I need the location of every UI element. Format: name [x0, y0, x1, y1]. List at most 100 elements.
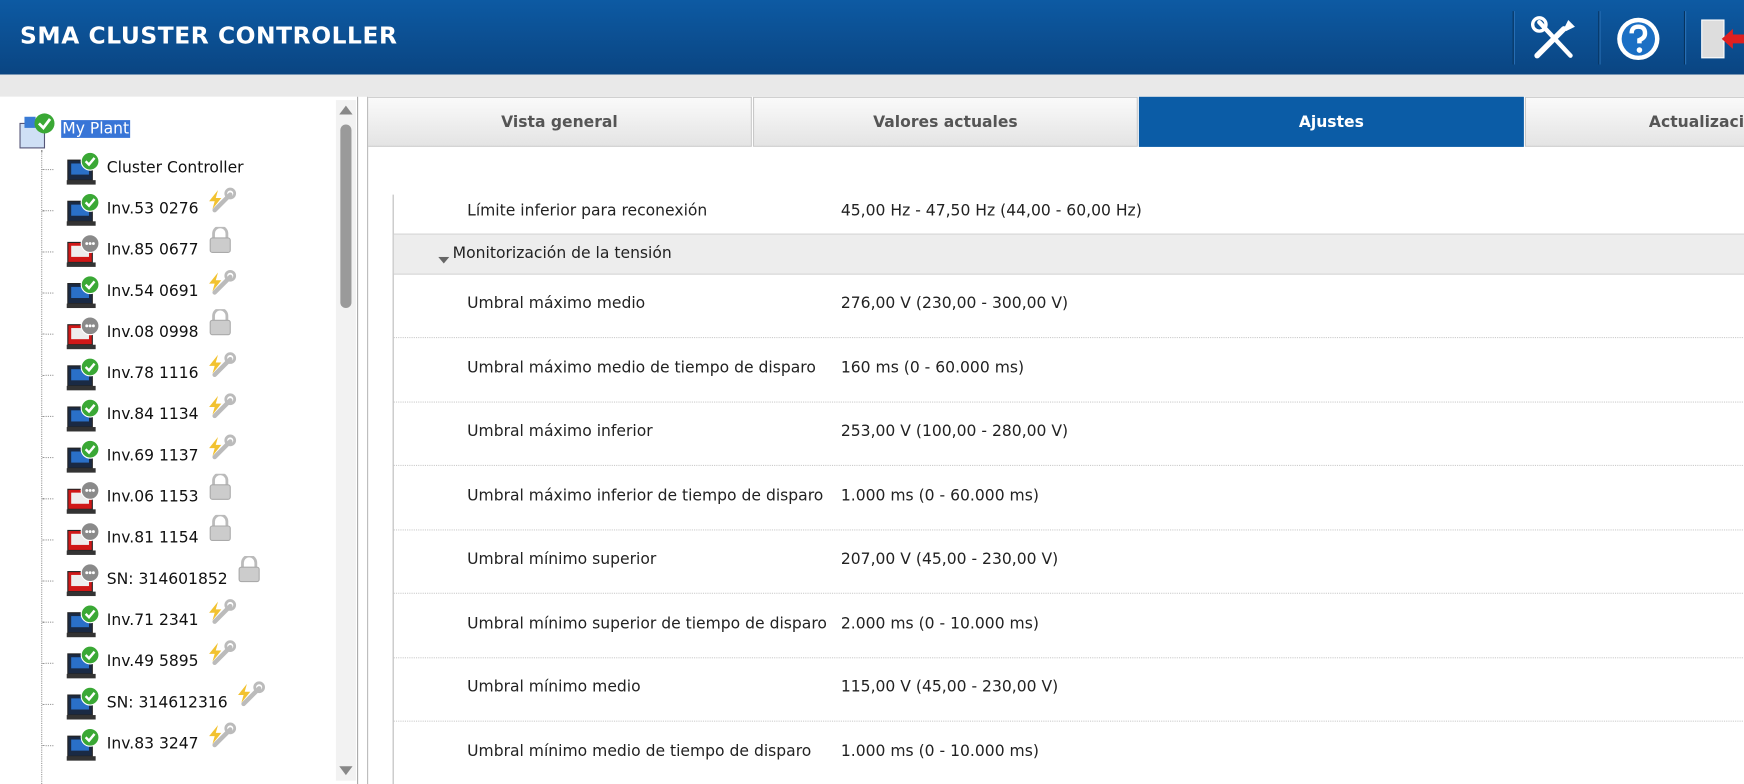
scroll-thumb[interactable] [340, 124, 352, 309]
lock-badge-graphic [238, 554, 260, 583]
row-separator [393, 720, 1744, 722]
device-icon-graphic [66, 480, 100, 514]
device-icon [65, 234, 103, 270]
lock-badge [208, 472, 232, 501]
tree-node-label[interactable]: Inv.85 0677 [106, 241, 199, 260]
tree-branch [42, 169, 54, 171]
tree-branch [42, 745, 54, 747]
scroll-up[interactable] [339, 105, 353, 116]
tree-node-label[interactable]: Inv.08 0998 [106, 323, 199, 342]
maintenance-badge-graphic [209, 187, 237, 213]
device-icon-graphic [66, 275, 100, 309]
help-button[interactable] [1615, 16, 1662, 63]
maintenance-badge [206, 597, 237, 626]
maintenance-badge-graphic [209, 269, 237, 295]
device-icon-graphic [66, 604, 100, 638]
device-icon [65, 357, 103, 393]
tree-node-label[interactable]: Inv.69 1137 [106, 447, 199, 465]
tree-branch [42, 251, 54, 253]
settings-button[interactable] [1530, 16, 1577, 63]
device-icon-graphic [66, 727, 100, 761]
tree-branch [42, 333, 54, 335]
maintenance-badge-graphic [238, 681, 265, 707]
maintenance-badge-graphic [209, 352, 237, 377]
device-icon-graphic [66, 357, 100, 391]
maintenance-badge-graphic [209, 722, 237, 748]
setting-label: Umbral máximo medio de tiempo de disparo [467, 358, 816, 377]
device-icon [65, 604, 103, 640]
scrollbar[interactable] [335, 100, 356, 781]
tree-node-label[interactable]: Inv.53 0276 [106, 200, 199, 218]
tree-node-label[interactable]: SN: 314612316 [106, 693, 228, 712]
tree-branch [42, 580, 54, 582]
setting-value: 2.000 ms (0 - 10.000 ms) [840, 614, 1039, 633]
plant-icon-graphic [19, 113, 55, 149]
maintenance-badge-graphic [209, 599, 237, 624]
row-separator [393, 336, 1744, 339]
plant-icon [18, 112, 56, 150]
tree-branch [42, 703, 54, 706]
tree-branch [42, 292, 54, 294]
lock-badge [208, 225, 232, 254]
setting-label: Umbral máximo inferior [467, 422, 653, 441]
header: SMA CLUSTER CONTROLLER [0, 0, 1744, 76]
tree-node-label[interactable]: Inv.49 5895 [106, 652, 199, 671]
device-icon [65, 398, 103, 434]
device-icon [65, 192, 103, 228]
tree-node-label[interactable]: Inv.81 1154 [106, 529, 199, 548]
row-separator [393, 400, 1744, 403]
tree-branch [42, 415, 54, 418]
tree-branch [42, 210, 54, 212]
tree-node-label[interactable]: Inv.84 1134 [106, 405, 199, 424]
lock-badge-graphic [209, 513, 231, 542]
content-border [392, 194, 394, 784]
device-icon [65, 151, 103, 187]
device-icon-graphic [66, 192, 100, 226]
tree-root-label[interactable]: My Plant [61, 120, 131, 138]
lock-badge [237, 554, 261, 583]
device-icon-graphic [66, 439, 100, 473]
maintenance-badge-graphic [209, 434, 237, 460]
tree-branch [42, 621, 54, 623]
device-icon [65, 522, 103, 558]
maintenance-badge [206, 268, 237, 297]
maintenance-badge [206, 433, 237, 462]
scroll-down[interactable] [339, 765, 353, 776]
tree-node-label[interactable]: Inv.83 3247 [106, 735, 199, 753]
setting-label: Umbral mínimo superior de tiempo de disp… [467, 614, 827, 633]
setting-value: 1.000 ms (0 - 10.000 ms) [840, 742, 1039, 761]
lock-badge [208, 307, 232, 336]
setting-label: Umbral mínimo superior [467, 550, 657, 569]
section-header[interactable]: Monitorización de la tensión [393, 233, 1744, 275]
separator [1512, 11, 1514, 65]
device-icon [65, 439, 103, 475]
tab[interactable]: Vista general [368, 96, 752, 147]
device-icon [65, 316, 103, 352]
tree-node-label[interactable]: Inv.06 1153 [106, 488, 199, 506]
setting-value: 1.000 ms (0 - 60.000 ms) [840, 486, 1039, 505]
tab[interactable]: Actualizaciones [1524, 96, 1744, 147]
tree-node-label[interactable]: Inv.78 1116 [106, 364, 199, 383]
tree-branch [42, 498, 54, 500]
tree-node-label[interactable]: Inv.71 2341 [106, 611, 199, 630]
setting-value: 115,00 V (45,00 - 230,00 V) [840, 678, 1059, 697]
logout-button[interactable] [1700, 16, 1744, 63]
tab[interactable]: Ajustes [1138, 96, 1524, 147]
tree-node-label[interactable]: Inv.54 0691 [106, 282, 199, 301]
setting-value: 160 ms (0 - 60.000 ms) [840, 358, 1025, 377]
device-icon [65, 727, 103, 763]
row-separator [393, 464, 1744, 466]
device-icon-graphic [66, 234, 100, 267]
setting-label: Umbral mínimo medio de tiempo de disparo [467, 742, 812, 761]
tree-node-label[interactable]: Cluster Controller [106, 159, 244, 177]
toolbar-strip [0, 74, 1744, 97]
tree-branch [42, 662, 54, 664]
tab[interactable]: Valores actuales [752, 96, 1138, 147]
device-icon-graphic [66, 151, 100, 185]
tree-node-label[interactable]: SN: 314601852 [106, 570, 228, 589]
setting-value: 276,00 V (230,00 - 300,00 V) [840, 294, 1069, 313]
device-icon [65, 686, 103, 722]
separator [1683, 11, 1686, 65]
device-icon-graphic [66, 522, 100, 555]
